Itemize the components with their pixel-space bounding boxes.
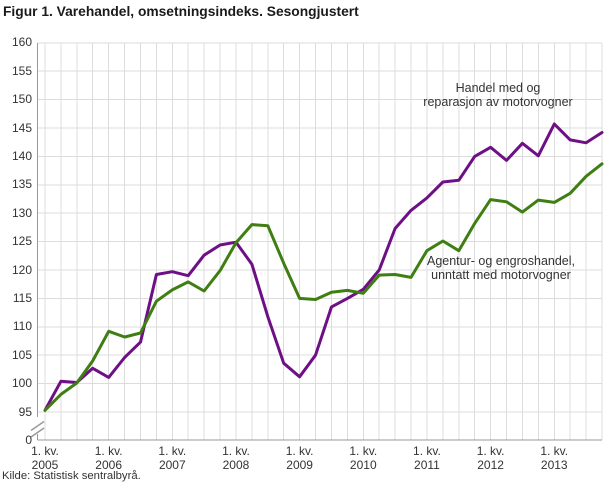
- y-tick-label-120: 120: [11, 262, 32, 277]
- source-note: Kilde: Statistisk sentralbyrå.: [2, 470, 141, 482]
- series-label-motorvogner: Handel med og reparasjon av motorvogner: [404, 81, 592, 109]
- y-tick-label-155: 155: [11, 63, 32, 78]
- chart-title: Figur 1. Varehandel, omsetningsindeks. S…: [3, 4, 359, 19]
- series-label-engroshandel: Agentur- og engroshandel, unntatt med mot…: [412, 254, 590, 282]
- y-tick-label-95: 95: [18, 404, 32, 419]
- x-tick-label-2012: 1. kv. 2012: [476, 444, 505, 472]
- x-tick-label-2010: 1. kv. 2010: [349, 444, 378, 472]
- y-tick-label-145: 145: [11, 120, 32, 135]
- axis-break-slash-2: [30, 427, 45, 438]
- axes: [37, 42, 602, 441]
- series-label-line: reparasjon av motorvogner: [423, 94, 573, 109]
- x-tick-label-2007: 1. kv. 2007: [158, 444, 187, 472]
- y-tick-label-115: 115: [12, 290, 32, 305]
- y-tick-label-150: 150: [11, 92, 32, 107]
- horizontal-gridlines: [37, 42, 602, 413]
- y-tick-label-130: 130: [11, 205, 32, 220]
- series-lines: [43, 122, 604, 412]
- y-tick-label-105: 105: [11, 347, 32, 362]
- x-tick-label-2009: 1. kv. 2009: [285, 444, 314, 472]
- series-label-line: Handel med og: [455, 81, 541, 95]
- y-tick-label-110: 110: [12, 319, 32, 334]
- series-line-green: [43, 162, 604, 412]
- y-tick-label-135: 135: [11, 177, 32, 192]
- x-tick-label-2013: 1. kv. 2013: [540, 444, 569, 472]
- y-axis-break-icon: [30, 417, 45, 438]
- y-tick-label-140: 140: [11, 148, 32, 163]
- series-label-line: unntatt med motorvogner: [431, 267, 571, 282]
- x-tick-label-2006: 1. kv. 2006: [94, 444, 123, 472]
- series-label-line: Agentur- og engroshandel,: [426, 254, 576, 268]
- y-tick-label-100: 100: [11, 376, 32, 391]
- vertical-gridlines: [44, 42, 603, 440]
- y-tick-label-160: 160: [11, 35, 32, 50]
- x-tick-label-2011: 1. kv. 2011: [413, 444, 441, 472]
- x-tick-label-2005: 1. kv. 2005: [31, 444, 59, 472]
- y-tick-label-125: 125: [11, 234, 32, 249]
- axis-break-slash-1: [30, 420, 45, 432]
- y-tick-label-0: 0: [25, 432, 32, 447]
- x-tick-label-2008: 1. kv. 2008: [222, 444, 250, 472]
- series-line-purple: [43, 122, 604, 412]
